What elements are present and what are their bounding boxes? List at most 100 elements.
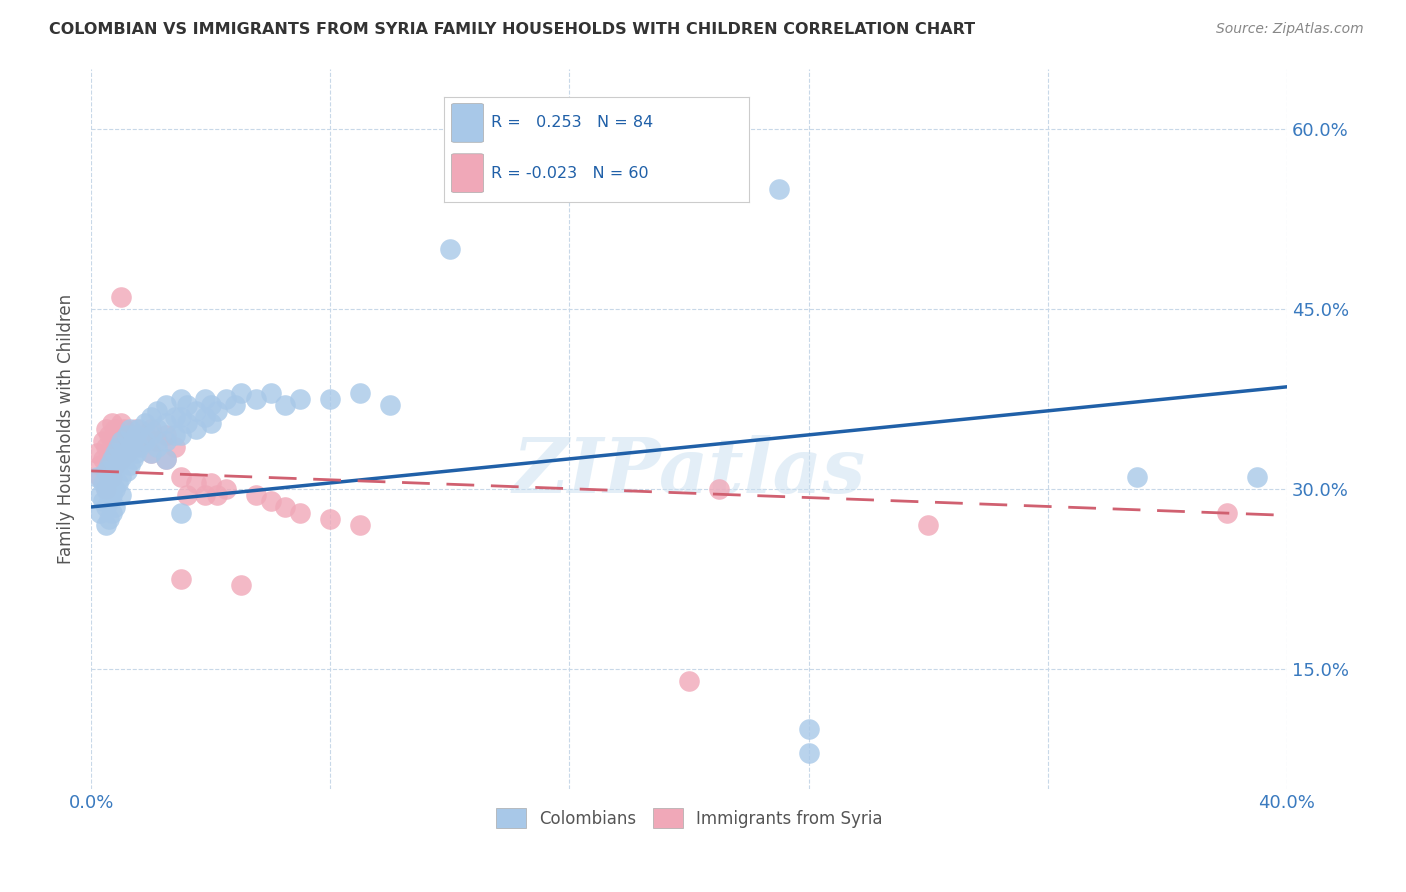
Point: [115, 464, 138, 478]
Point: [170, 506, 193, 520]
Point: [146, 404, 169, 418]
Legend: Colombians, Immigrants from Syria: Colombians, Immigrants from Syria: [489, 801, 889, 835]
Point: [215, 482, 238, 496]
Point: [89, 506, 111, 520]
Point: [1246, 470, 1268, 484]
Point: [194, 392, 217, 406]
Point: [378, 398, 401, 412]
Point: [110, 451, 132, 466]
Point: [125, 446, 148, 460]
Point: [134, 428, 156, 442]
Point: [98, 512, 121, 526]
Point: [94, 422, 117, 436]
Point: [86, 446, 108, 460]
Point: [112, 440, 135, 454]
Point: [104, 446, 127, 460]
Point: [155, 398, 177, 412]
Point: [115, 446, 138, 460]
Point: [128, 434, 150, 448]
Point: [91, 475, 114, 490]
Point: [98, 446, 121, 460]
Point: [194, 409, 217, 424]
Point: [170, 428, 193, 442]
Point: [245, 488, 267, 502]
Point: [139, 446, 162, 460]
Point: [91, 451, 114, 466]
Point: [110, 416, 132, 430]
Point: [134, 416, 156, 430]
Point: [104, 464, 127, 478]
Point: [155, 451, 177, 466]
Point: [110, 488, 132, 502]
Point: [155, 451, 177, 466]
Point: [349, 518, 371, 533]
Point: [245, 392, 267, 406]
Point: [1126, 470, 1149, 484]
Point: [163, 409, 186, 424]
Point: [104, 500, 127, 514]
Point: [104, 440, 127, 454]
Point: [94, 440, 117, 454]
Point: [170, 470, 193, 484]
Point: [194, 488, 217, 502]
Point: [118, 440, 141, 454]
Point: [101, 470, 124, 484]
Point: [229, 578, 252, 592]
Point: [101, 470, 124, 484]
Point: [112, 422, 135, 436]
Point: [139, 446, 162, 460]
Point: [139, 422, 162, 436]
Point: [110, 290, 132, 304]
Point: [122, 428, 145, 442]
Point: [89, 458, 111, 472]
Point: [439, 242, 461, 256]
Point: [125, 422, 148, 436]
Point: [110, 434, 132, 448]
Point: [170, 392, 193, 406]
Point: [184, 475, 207, 490]
Y-axis label: Family Households with Children: Family Households with Children: [58, 293, 75, 564]
Point: [155, 434, 177, 448]
Point: [107, 440, 129, 454]
Point: [115, 446, 138, 460]
Point: [104, 422, 127, 436]
Point: [678, 674, 700, 689]
Point: [94, 482, 117, 496]
Point: [139, 409, 162, 424]
Point: [101, 451, 124, 466]
Text: ZIPatlas: ZIPatlas: [512, 435, 866, 509]
Point: [259, 494, 281, 508]
Point: [184, 422, 207, 436]
Point: [125, 428, 148, 442]
Point: [89, 470, 111, 484]
Point: [224, 398, 246, 412]
Point: [274, 398, 297, 412]
Point: [707, 482, 730, 496]
Point: [146, 434, 169, 448]
Point: [205, 488, 228, 502]
Text: Source: ZipAtlas.com: Source: ZipAtlas.com: [1216, 22, 1364, 37]
Point: [215, 392, 238, 406]
Point: [128, 440, 150, 454]
Point: [122, 451, 145, 466]
Point: [163, 428, 186, 442]
Point: [797, 746, 820, 760]
Point: [146, 440, 169, 454]
Point: [229, 385, 252, 400]
Point: [678, 115, 700, 129]
Point: [349, 385, 371, 400]
Point: [139, 428, 162, 442]
Point: [94, 482, 117, 496]
Point: [768, 181, 790, 195]
Text: COLOMBIAN VS IMMIGRANTS FROM SYRIA FAMILY HOUSEHOLDS WITH CHILDREN CORRELATION C: COLOMBIAN VS IMMIGRANTS FROM SYRIA FAMIL…: [49, 22, 976, 37]
Point: [107, 428, 129, 442]
Point: [107, 458, 129, 472]
Point: [118, 422, 141, 436]
Point: [917, 518, 939, 533]
Point: [170, 409, 193, 424]
Point: [89, 488, 111, 502]
Point: [98, 458, 121, 472]
Point: [115, 428, 138, 442]
Point: [94, 500, 117, 514]
Point: [205, 404, 228, 418]
